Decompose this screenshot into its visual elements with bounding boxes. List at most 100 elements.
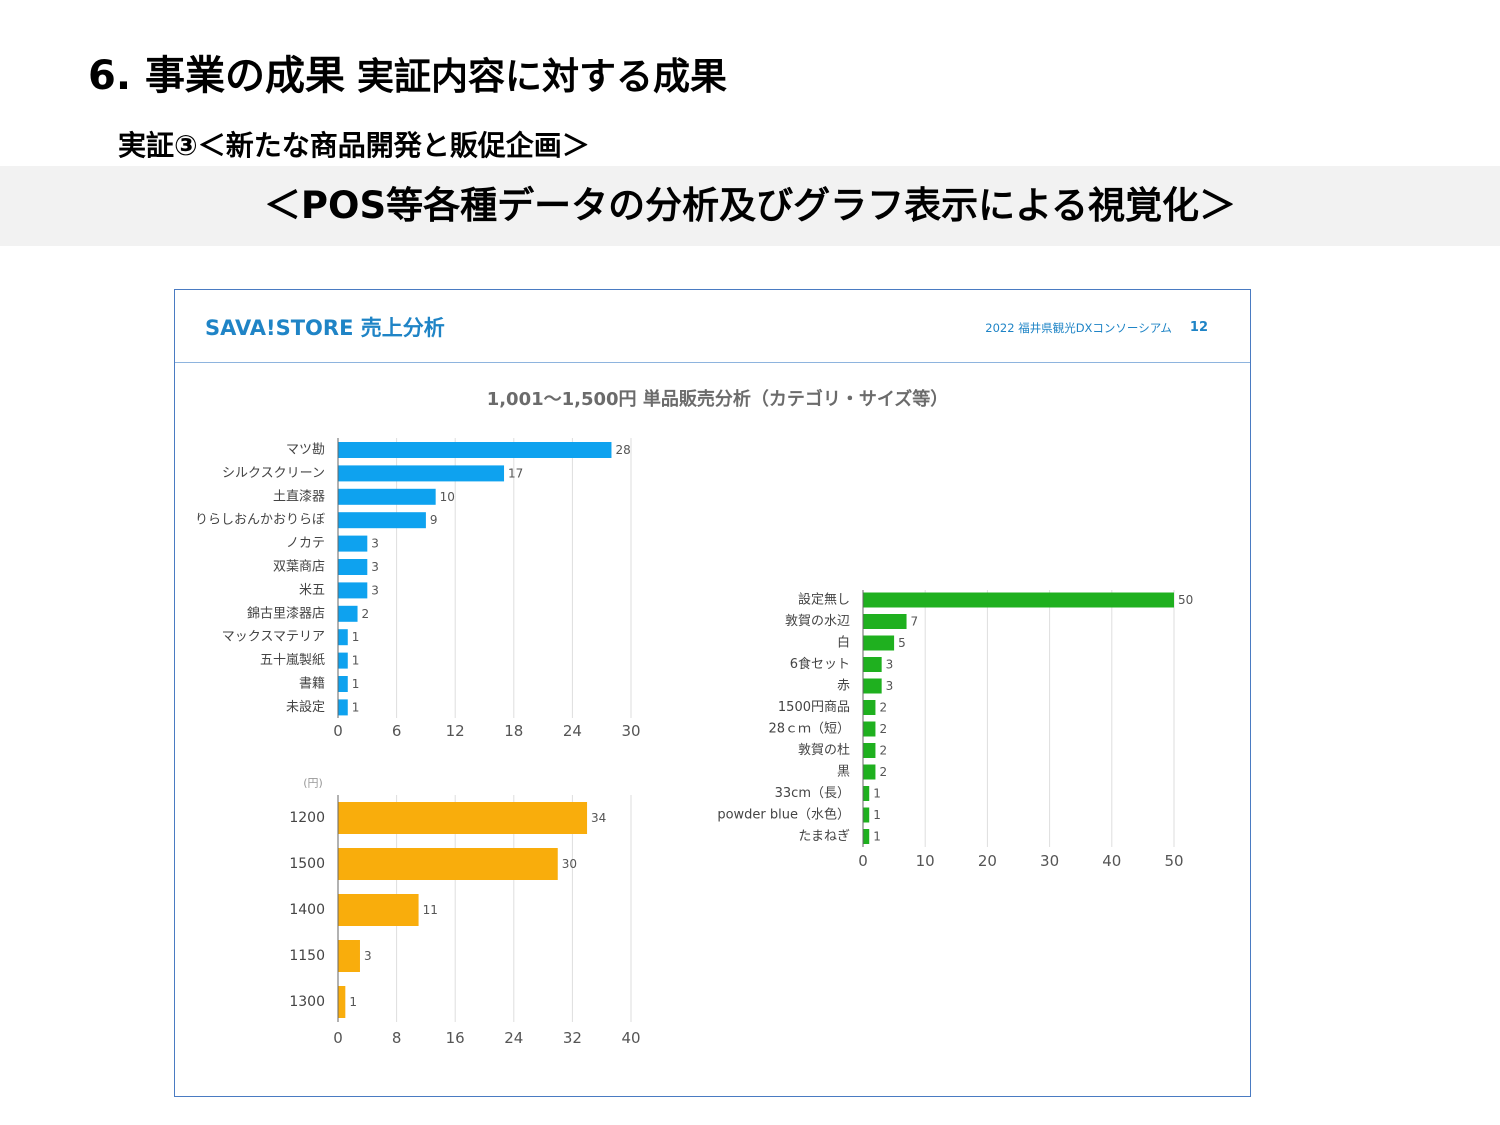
category-bar-9 [338, 652, 348, 669]
category-tick-label-5: 30 [621, 722, 640, 740]
category-category-label-5: 双葉商店 [273, 560, 325, 575]
category-category-label-3: りらしおんかおりらぼ [195, 513, 325, 528]
price-tick-label-4: 32 [563, 1029, 582, 1047]
banner: ＜POS等各種データの分析及びグラフ表示による視覚化＞ [0, 166, 1500, 246]
category-value-label-2: 10 [440, 490, 455, 504]
price-value-label-2: 11 [423, 903, 438, 917]
page-number: 12 [1189, 320, 1208, 335]
variant-value-label-6: 2 [879, 722, 887, 736]
category-bar-8 [338, 629, 348, 646]
price-tick-label-3: 24 [504, 1029, 523, 1047]
category-value-label-4: 3 [371, 537, 379, 551]
category-bar-6 [338, 582, 368, 599]
price-category-label-0: 1200 [289, 810, 325, 826]
variant-bar-3 [863, 657, 882, 672]
category-category-label-4: ノカテ [286, 536, 325, 551]
variant-category-label-0: 設定無し [798, 592, 850, 608]
variant-bar-5 [863, 700, 876, 715]
category-category-label-2: 土直漆器 [273, 488, 325, 504]
category-category-label-1: シルクスクリーン [222, 466, 325, 481]
variant-tick-label-1: 10 [916, 852, 935, 870]
variant-value-label-10: 1 [873, 808, 881, 822]
variant-bar-6 [863, 721, 876, 737]
variant-bar-11 [863, 829, 870, 844]
variant-category-label-7: 敦賀の杜 [798, 742, 850, 758]
price-category-label-1: 1500 [289, 856, 325, 872]
sales-analysis-panel: SAVA!STORE 売上分析 2022 福井県観光DXコンソーシアム 12 1… [174, 289, 1251, 1097]
category-tick-label-1: 6 [392, 722, 402, 740]
variant-category-label-11: たまねぎ [798, 829, 850, 844]
category-category-label-10: 書籍 [299, 676, 325, 692]
variant-bar-1 [863, 614, 907, 629]
variant-category-label-5: 1500円商品 [778, 700, 850, 715]
category-value-label-1: 17 [508, 466, 523, 480]
variant-value-label-4: 3 [886, 679, 894, 693]
panel-title: SAVA!STORE 売上分析 [205, 316, 445, 340]
price-value-label-3: 3 [364, 949, 372, 963]
price-tick-label-1: 8 [392, 1029, 402, 1047]
organization-label: 2022 福井県観光DXコンソーシアム [985, 321, 1172, 335]
variant-bar-9 [863, 786, 870, 801]
price-bar-0 [338, 802, 588, 834]
category-value-label-3: 9 [430, 513, 438, 527]
banner-text: ＜POS等各種データの分析及びグラフ表示による視覚化＞ [263, 184, 1237, 227]
variant-bar-10 [863, 807, 870, 823]
variant-category-label-6: 28ｃｍ（短） [768, 722, 850, 737]
header-divider [175, 362, 1250, 363]
category-value-label-10: 1 [352, 677, 360, 691]
slide-title-main: 6. 事業の成果 [88, 53, 345, 99]
category-tick-label-0: 0 [333, 722, 343, 740]
variant-value-label-3: 3 [886, 658, 894, 672]
category-bar-11 [338, 699, 348, 716]
variant-value-label-2: 5 [898, 636, 906, 650]
price-unit-label: (円) [303, 777, 323, 790]
price-bar-1 [338, 848, 558, 880]
category-category-label-6: 米五 [299, 583, 325, 598]
variant-tick-label-4: 40 [1102, 852, 1121, 870]
category-value-label-9: 1 [352, 654, 360, 668]
variant-category-label-3: 6食セット [790, 656, 850, 672]
category-category-label-9: 五十嵐製紙 [260, 653, 325, 668]
category-category-label-11: 未設定 [286, 699, 325, 715]
price-tick-label-2: 16 [446, 1029, 465, 1047]
price-value-label-1: 30 [562, 857, 577, 871]
category-bar-1 [338, 465, 505, 482]
category-value-label-11: 1 [352, 700, 360, 714]
category-bar-3 [338, 512, 426, 529]
variant-value-label-9: 1 [873, 787, 881, 801]
variant-value-label-11: 1 [873, 830, 881, 844]
category-tick-label-2: 12 [446, 722, 465, 740]
price-sales-chart: 0 8 16 24 32 40 1200 34 1500 30 1400 11 1150 3 1300 1 (円… [289, 777, 640, 1048]
category-bar-7 [338, 605, 358, 622]
price-category-label-4: 1300 [289, 994, 325, 1010]
category-tick-label-4: 24 [563, 722, 582, 740]
variant-bar-2 [863, 635, 895, 651]
category-bar-5 [338, 559, 368, 575]
variant-bar-0 [863, 592, 1174, 608]
price-value-label-4: 1 [349, 995, 357, 1009]
price-bar-3 [338, 940, 360, 972]
chart-heading: 1,001～1,500円 単品販売分析（カテゴリ・サイズ等） [486, 389, 949, 410]
variant-value-label-8: 2 [879, 765, 887, 779]
variant-tick-label-2: 20 [978, 852, 997, 870]
variant-sales-chart: 0 10 20 30 40 50 設定無し 50 敦賀の水辺 7 白 5 6食セット 3 赤 3 1500円商品… [717, 590, 1193, 870]
variant-bar-8 [863, 764, 876, 780]
category-value-label-8: 1 [352, 630, 360, 644]
slide-title: 6. 事業の成果 実証内容に対する成果 [88, 51, 727, 109]
price-tick-label-5: 40 [621, 1029, 640, 1047]
variant-category-label-2: 白 [837, 635, 850, 651]
price-value-label-0: 34 [591, 811, 606, 825]
category-bar-0 [338, 442, 612, 458]
price-bar-2 [338, 894, 419, 926]
variant-bar-4 [863, 678, 882, 694]
variant-value-label-5: 2 [879, 701, 887, 715]
category-category-label-8: マックスマテリア [222, 630, 325, 645]
variant-category-label-1: 敦賀の水辺 [785, 613, 850, 629]
variant-value-label-0: 50 [1178, 593, 1193, 607]
variant-tick-label-5: 50 [1164, 852, 1183, 870]
category-value-label-7: 2 [362, 607, 370, 621]
category-bar-10 [338, 676, 348, 692]
slide-title-sub: 実証内容に対する成果 [356, 55, 727, 98]
section-subtitle: 実証③＜新たな商品開発と販促企画＞ [118, 129, 590, 162]
